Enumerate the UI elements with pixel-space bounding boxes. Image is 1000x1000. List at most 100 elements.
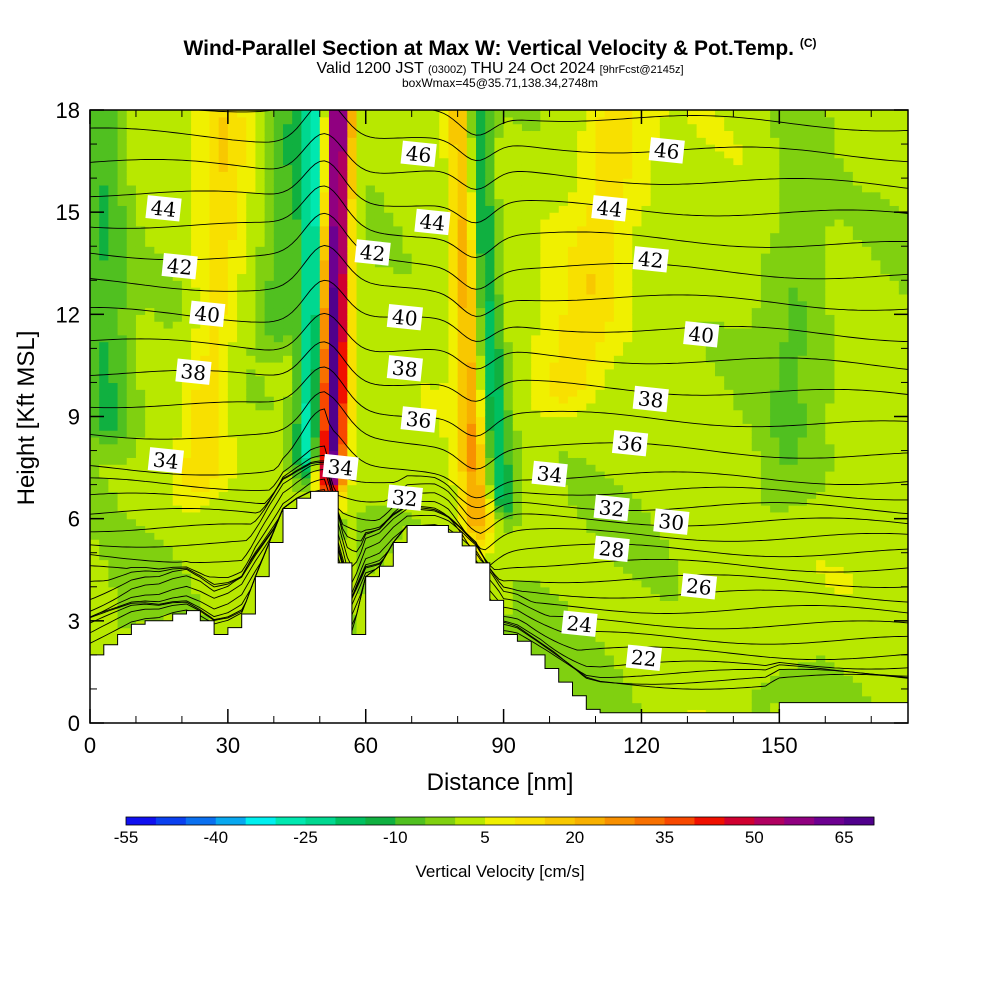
w-cell	[237, 334, 247, 343]
w-cell	[347, 341, 358, 349]
w-cell	[540, 225, 551, 234]
w-cell	[319, 327, 330, 336]
w-cell	[90, 607, 100, 615]
w-cell	[549, 198, 560, 206]
w-cell	[558, 293, 569, 302]
w-cell	[448, 259, 459, 268]
w-cell	[374, 436, 385, 445]
w-cell	[558, 171, 569, 179]
w-cell	[181, 150, 192, 159]
w-cell	[485, 116, 495, 125]
w-cell	[393, 144, 404, 152]
w-cell	[108, 164, 119, 172]
w-cell	[154, 409, 165, 418]
w-cell	[209, 171, 220, 179]
w-cell	[540, 191, 551, 200]
w-cell	[200, 573, 211, 581]
w-cell	[549, 273, 560, 281]
w-cell	[108, 477, 119, 486]
w-cell	[577, 198, 587, 206]
w-cell	[540, 436, 551, 445]
w-cell	[448, 402, 459, 411]
w-cell	[301, 491, 312, 499]
w-cell	[466, 539, 477, 547]
w-cell	[108, 593, 119, 601]
w-cell	[117, 218, 128, 227]
w-cell	[521, 144, 532, 152]
w-cell	[310, 225, 321, 234]
w-cell	[200, 457, 211, 465]
w-cell	[90, 225, 100, 234]
w-cell	[457, 518, 468, 527]
w-cell	[521, 232, 532, 241]
w-cell	[420, 477, 431, 486]
w-cell	[402, 218, 413, 227]
w-cell	[319, 253, 330, 261]
w-cell	[540, 614, 551, 622]
w-cell	[577, 532, 587, 540]
w-cell	[90, 436, 100, 445]
w-cell	[531, 641, 541, 649]
forecast-info: [9hrFcst@2145z]	[599, 64, 684, 76]
w-cell	[328, 123, 339, 132]
w-cell	[90, 368, 100, 377]
w-cell	[347, 491, 358, 499]
w-cell	[135, 579, 146, 588]
w-cell	[246, 573, 257, 581]
w-cell	[420, 362, 431, 370]
w-cell	[549, 212, 560, 220]
w-cell	[374, 293, 385, 302]
w-cell	[393, 246, 404, 254]
w-cell	[448, 334, 459, 343]
w-cell	[310, 171, 321, 179]
w-cell	[338, 266, 348, 275]
w-cell	[439, 321, 450, 329]
w-cell	[135, 239, 146, 247]
w-cell	[512, 198, 523, 206]
w-cell	[567, 654, 578, 663]
w-cell	[218, 518, 229, 527]
w-cell	[209, 157, 220, 166]
w-cell	[549, 661, 560, 670]
w-cell	[135, 573, 146, 581]
w-cell	[126, 321, 137, 329]
w-cell	[567, 130, 578, 138]
w-cell	[521, 218, 532, 227]
w-cell	[558, 573, 569, 581]
w-cell	[466, 484, 477, 493]
w-cell	[402, 259, 413, 268]
w-cell	[227, 150, 238, 159]
w-cell	[549, 137, 560, 145]
w-cell	[466, 375, 477, 384]
w-cell	[154, 300, 165, 309]
w-cell	[549, 321, 560, 329]
w-cell	[227, 287, 238, 295]
w-cell	[209, 348, 220, 356]
w-cell	[237, 430, 247, 438]
w-cell	[567, 532, 578, 540]
w-cell	[273, 491, 284, 499]
w-cell	[558, 348, 569, 356]
w-cell	[356, 532, 367, 540]
w-cell	[466, 362, 477, 370]
w-cell	[90, 184, 100, 193]
w-cell	[347, 321, 358, 329]
w-cell	[503, 382, 514, 390]
w-cell	[172, 110, 183, 118]
w-cell	[191, 552, 201, 561]
w-cell	[310, 368, 321, 377]
w-cell	[108, 525, 119, 533]
w-cell	[558, 300, 569, 309]
w-cell	[540, 586, 551, 595]
w-cell	[209, 450, 220, 458]
w-cell	[521, 307, 532, 315]
w-cell	[485, 144, 495, 152]
w-cell	[227, 130, 238, 138]
w-cell	[503, 287, 514, 295]
w-cell	[374, 362, 385, 370]
w-cell	[558, 389, 569, 397]
w-cell	[476, 144, 486, 152]
w-cell	[430, 334, 440, 343]
w-cell	[549, 654, 560, 663]
w-cell	[117, 334, 128, 343]
